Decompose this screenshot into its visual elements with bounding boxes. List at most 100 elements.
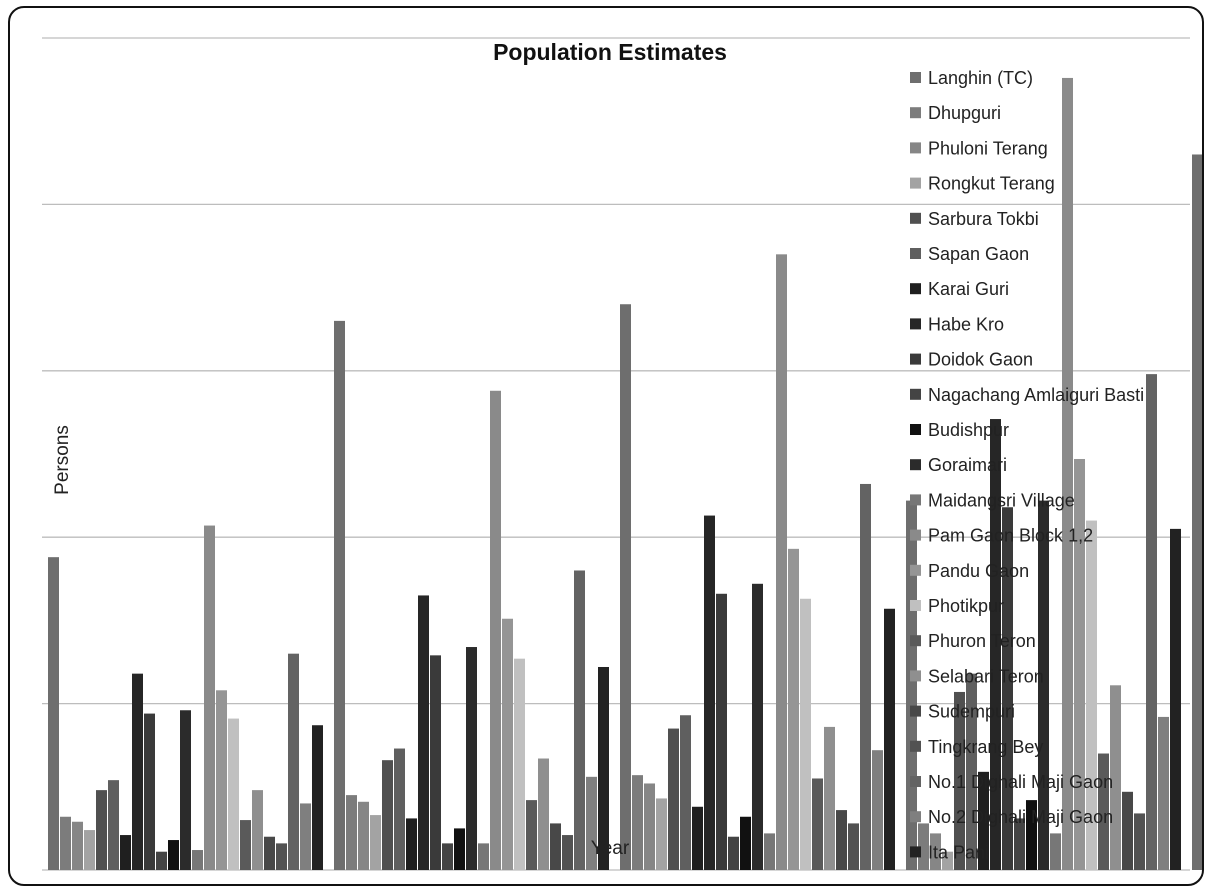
- bar: [276, 843, 287, 870]
- bar: [48, 557, 59, 870]
- bar: [60, 816, 71, 870]
- legend-swatch: [910, 776, 921, 787]
- legend-swatch: [910, 248, 921, 259]
- legend-entry: Dhupguri: [910, 103, 1001, 123]
- legend-label: Maidangsri Village: [928, 490, 1075, 510]
- legend-entry: Phuron Teron: [910, 631, 1036, 651]
- bar: [1038, 500, 1049, 870]
- legend-entry: Sapan Gaon: [910, 244, 1029, 264]
- bar: [644, 783, 655, 870]
- legend-entry: Phuloni Terang: [910, 138, 1048, 158]
- legend: Langhin (TC) Dhupguri Phuloni Terang Rongku…: [910, 68, 1144, 862]
- bar: [848, 823, 859, 870]
- bar: [574, 570, 585, 870]
- bar: [800, 598, 811, 870]
- bar: [334, 320, 345, 870]
- bar: [692, 806, 703, 870]
- legend-label: Rongkut Terang: [928, 174, 1055, 194]
- legend-entry: Sudempuri: [910, 702, 1015, 722]
- bar: [240, 820, 251, 870]
- legend-swatch: [910, 107, 921, 119]
- bar: [358, 801, 369, 870]
- bar: [632, 775, 643, 870]
- bar: [598, 666, 609, 870]
- legend-label: Goraimari: [928, 455, 1007, 475]
- bar: [1192, 154, 1202, 871]
- bar: [1014, 818, 1025, 870]
- bar: [514, 658, 525, 870]
- legend-entry: No.1 Dighali Maji Gaon: [910, 772, 1113, 792]
- legend-label: No.2 Dighali Maji Gaon: [928, 807, 1113, 827]
- bar: [442, 843, 453, 870]
- legend-entry: Nagachang Amlaiguri Basti: [910, 385, 1144, 405]
- legend-swatch: [910, 811, 921, 823]
- bar: [776, 254, 787, 870]
- bar: [1098, 753, 1109, 870]
- bar: [884, 608, 895, 870]
- bar: [346, 795, 357, 870]
- legend-swatch: [910, 212, 921, 224]
- bar: [586, 776, 597, 870]
- legend-label: Sarbura Tokbi: [928, 209, 1039, 229]
- bar: [1002, 507, 1013, 870]
- legend-entry: Rongkut Terang: [910, 174, 1055, 194]
- bar: [562, 835, 573, 870]
- bar: [466, 647, 477, 870]
- legend-entry: Maidangsri Village: [910, 490, 1075, 510]
- bar: [1122, 791, 1133, 870]
- bar: [526, 800, 537, 870]
- legend-entry: Pam Gaon Block 1,2: [910, 526, 1093, 546]
- bar: [96, 790, 107, 870]
- bar: [418, 595, 429, 870]
- legend-label: Dhupguri: [928, 103, 1001, 123]
- bar: [168, 840, 179, 870]
- legend-swatch: [910, 740, 921, 752]
- legend-label: Tingkrang Bey: [928, 737, 1043, 757]
- bar: [144, 713, 155, 870]
- legend-label: Pam Gaon Block 1,2: [928, 526, 1093, 546]
- legend-label: Nagachang Amlaiguri Basti: [928, 385, 1144, 405]
- bar: [656, 798, 667, 870]
- legend-label: No.1 Dighali Maji Gaon: [928, 772, 1113, 792]
- bar: [204, 525, 215, 870]
- legend-entry: Pandu Gaon: [910, 561, 1029, 581]
- chart-frame: Population Estimates Year Persons Langhi…: [8, 6, 1204, 886]
- legend-label: Ita Pani: [928, 842, 989, 862]
- bars: [48, 77, 1202, 871]
- legend-swatch: [910, 670, 921, 682]
- bar: [538, 758, 549, 870]
- legend-entry: Sarbura Tokbi: [910, 209, 1039, 229]
- bar: [288, 653, 299, 870]
- bar: [824, 726, 835, 870]
- bar: [942, 851, 953, 870]
- bar: [620, 304, 631, 870]
- bar: [764, 833, 775, 870]
- bar: [252, 790, 263, 870]
- chart-title: Population Estimates: [493, 39, 727, 65]
- legend-label: Phuloni Terang: [928, 138, 1048, 158]
- bar: [872, 750, 883, 870]
- bar: [978, 771, 989, 870]
- bar: [1146, 374, 1157, 870]
- bar: [382, 760, 393, 870]
- legend-label: Doidok Gaon: [928, 350, 1033, 370]
- legend-swatch: [910, 177, 921, 189]
- bar: [836, 810, 847, 870]
- bar: [680, 715, 691, 870]
- legend-entry: Ita Pani: [910, 842, 989, 862]
- legend-swatch: [910, 529, 921, 541]
- bar: [478, 843, 489, 870]
- chart-svg: Population Estimates Year Persons Langhi…: [42, 37, 1202, 871]
- bar: [1050, 833, 1061, 870]
- bar: [1026, 800, 1037, 870]
- legend-swatch: [910, 142, 921, 154]
- legend-swatch: [910, 494, 921, 506]
- legend-swatch: [910, 353, 921, 365]
- legend-swatch: [910, 705, 921, 717]
- bar: [490, 390, 501, 870]
- bar: [740, 816, 751, 870]
- legend-entry: Habe Kro: [910, 314, 1004, 334]
- legend-entry: Doidok Gaon: [910, 350, 1033, 370]
- bar: [716, 593, 727, 870]
- bar: [216, 690, 227, 870]
